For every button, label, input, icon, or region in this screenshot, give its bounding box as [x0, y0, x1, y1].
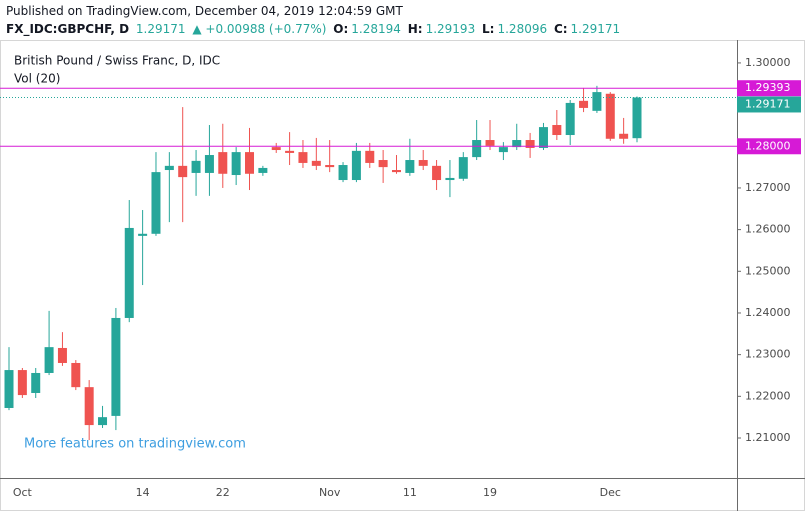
y-tick-label: 1.26000: [745, 223, 791, 236]
y-tick-label: 1.22000: [745, 389, 791, 402]
candle-body: [311, 160, 321, 166]
y-tick-label: 1.30000: [745, 56, 791, 69]
candle-body: [365, 150, 375, 163]
candle-body: [538, 127, 548, 148]
candle-body: [632, 97, 642, 139]
last-price-tag: [737, 96, 801, 113]
header: Published on TradingView.com, December 0…: [6, 2, 623, 38]
candle-body: [432, 165, 442, 181]
candle-body: [111, 317, 121, 416]
candle-body: [325, 165, 335, 168]
candle-body: [579, 100, 589, 108]
candle-body: [4, 370, 14, 408]
x-tick-label: Nov: [319, 486, 341, 499]
level-label: 1.29393: [745, 81, 791, 94]
change: ▲ +0.00988 (+0.77%): [192, 22, 327, 36]
candle-body: [164, 165, 174, 171]
chart-title: British Pound / Swiss Franc, D, IDC: [14, 54, 220, 68]
candle-body: [351, 150, 361, 181]
candle-body: [512, 140, 522, 148]
x-tick-label: Oct: [13, 486, 33, 499]
watermark: More features on tradingview.com: [24, 437, 246, 452]
y-tick-label: 1.25000: [745, 264, 791, 277]
high-value: 1.29193: [425, 22, 476, 36]
candle-body: [191, 160, 201, 173]
low-value: 1.28096: [497, 22, 548, 36]
y-tick-label: 1.21000: [745, 431, 791, 444]
candle-body: [204, 155, 214, 173]
ohlc-line: FX_IDC:GBPCHF, D 1.29171 ▲ +0.00988 (+0.…: [6, 20, 623, 38]
x-tick-label: 19: [483, 486, 497, 499]
candle-body: [178, 165, 188, 178]
candle-body: [445, 177, 455, 181]
candle-body: [418, 160, 428, 166]
x-tick-label: 22: [216, 486, 230, 499]
candle-body: [245, 152, 255, 174]
candle-body: [472, 140, 482, 158]
candle-body: [498, 147, 508, 153]
candle-body: [124, 227, 134, 318]
high-label: H:: [407, 22, 423, 36]
candle-body: [71, 362, 81, 388]
close-value: 1.29171: [570, 22, 621, 36]
last-price-label: 1.29171: [745, 97, 791, 110]
y-tick-label: 1.24000: [745, 306, 791, 319]
last-price: 1.29171: [135, 22, 186, 36]
candle-body: [84, 387, 94, 426]
candle-body: [592, 92, 602, 111]
candle-body: [98, 417, 108, 426]
candle-body: [17, 370, 27, 396]
low-label: L:: [482, 22, 495, 36]
candle-body: [565, 102, 575, 136]
candle-body: [285, 150, 295, 153]
candle-body: [552, 125, 562, 136]
symbol: FX_IDC:GBPCHF, D: [6, 22, 130, 36]
candle-body: [405, 160, 415, 173]
y-tick-label: 1.23000: [745, 348, 791, 361]
candle-body: [391, 170, 401, 173]
open-label: O:: [333, 22, 349, 36]
candle-body: [57, 347, 67, 363]
candle-body: [138, 233, 148, 236]
candle-body: [258, 167, 268, 173]
candle-body: [458, 157, 468, 179]
level-tag: [737, 138, 801, 155]
candle-body: [619, 133, 629, 139]
candle-body: [271, 147, 281, 151]
candle-body: [338, 165, 348, 181]
candle-body: [44, 347, 54, 373]
candle-body: [298, 152, 308, 163]
x-tick-label: Dec: [600, 486, 621, 499]
volume-label: Vol (20): [14, 72, 60, 86]
candle-body: [378, 160, 388, 168]
candle-body: [218, 152, 228, 174]
open-value: 1.28194: [351, 22, 401, 36]
level-tag: [737, 80, 801, 97]
candle-body: [605, 93, 615, 139]
candle-body: [31, 372, 41, 393]
published: Published on TradingView.com, December 0…: [6, 4, 403, 18]
candle-body: [485, 140, 495, 146]
candle-body: [231, 152, 241, 176]
candle-body: [525, 140, 535, 148]
level-label: 1.28000: [745, 139, 791, 152]
y-tick-label: 1.27000: [745, 181, 791, 194]
candle-body: [151, 172, 161, 234]
x-tick-label: 14: [136, 486, 150, 499]
close-label: C:: [553, 22, 568, 36]
x-tick-label: 11: [403, 486, 417, 499]
